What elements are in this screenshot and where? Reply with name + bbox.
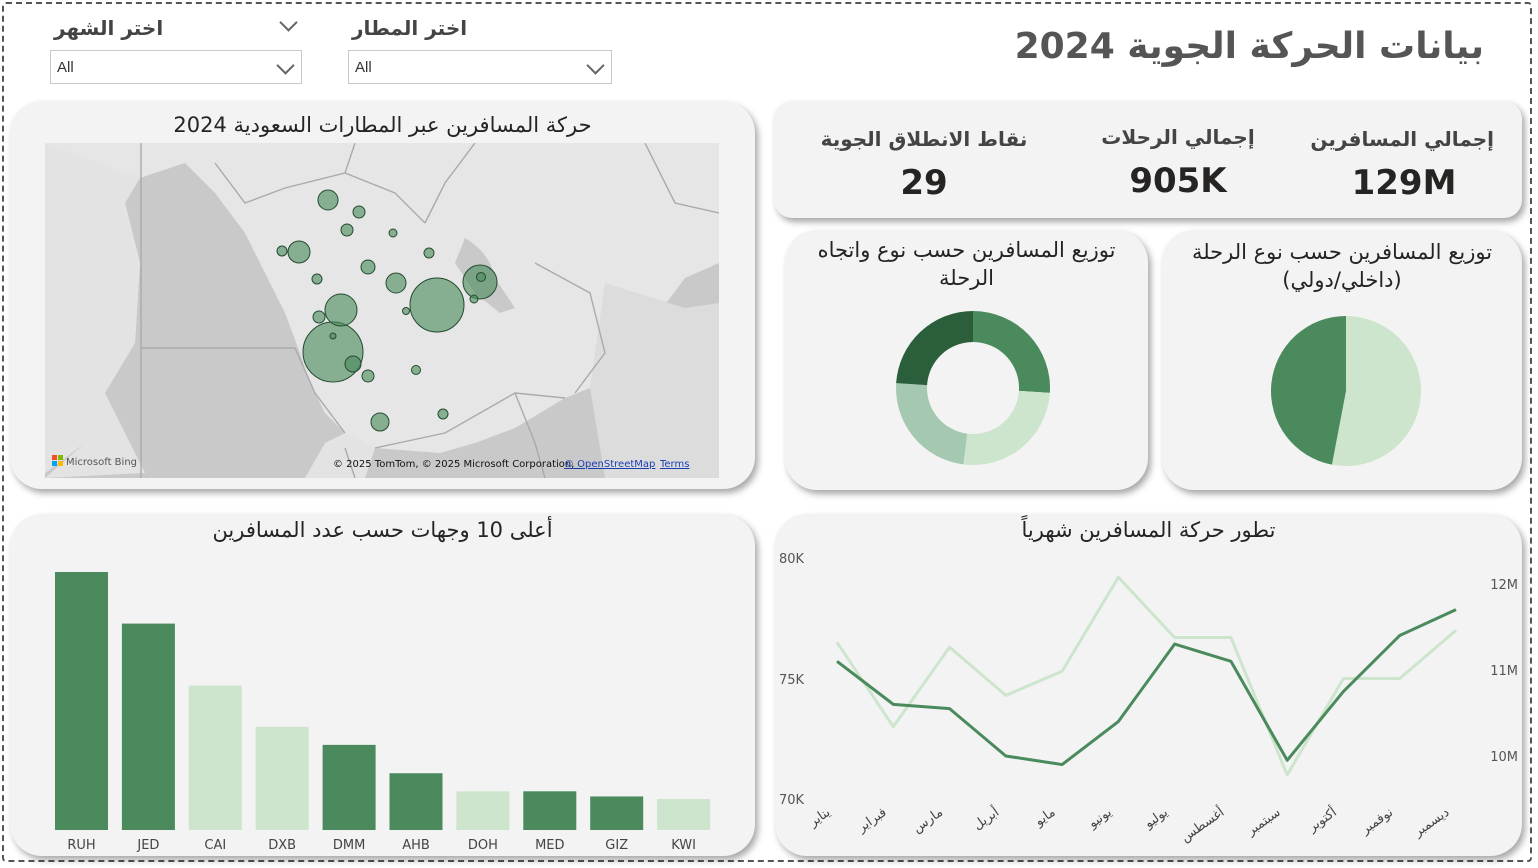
airport-select[interactable]: All [348, 50, 612, 84]
month-select-value: All [57, 59, 74, 76]
left-axis-tick: 70K [779, 793, 805, 808]
bar-tick-label: JED [136, 838, 159, 853]
airport-filter-label: اختر المطار [352, 16, 468, 40]
bar-CAI[interactable] [188, 685, 242, 830]
month-tick-label: مايو [1032, 805, 1059, 830]
month-tick-label: نوفمبر [1358, 805, 1396, 838]
month-tick-label: أغسطس [1177, 803, 1227, 845]
kpi-value-flights: 905K [1129, 161, 1227, 201]
kpi-label-passengers: إجمالي المسافرين [1310, 127, 1494, 151]
kpi-value-passengers: 129M [1351, 163, 1457, 203]
bar-DMM[interactable] [322, 744, 376, 830]
bar-card: أعلى 10 وجهات حسب عدد المسافرين RUH JED CA… [10, 514, 755, 856]
airport-filter[interactable]: اختر المطار All [348, 12, 612, 84]
kpi-card: إجمالي المسافرين 129M إجمالي الرحلات 905… [774, 101, 1522, 218]
pie-slice[interactable] [1271, 316, 1346, 465]
chevron-down-icon[interactable] [279, 13, 298, 32]
bar-RUH[interactable] [55, 572, 108, 830]
month-filter[interactable]: اختر الشهر All [50, 12, 302, 84]
right-axis-tick: 12M [1490, 578, 1518, 593]
line-series-left[interactable] [835, 575, 1457, 777]
right-axis-tick: 10M [1490, 750, 1518, 765]
donut-slice[interactable] [896, 311, 973, 386]
right-axis-tick: 11M [1490, 664, 1518, 679]
month-tick-label: ديسمبر [1410, 805, 1452, 841]
kpi-label-origins: نقاط الانطلاق الجوية [820, 127, 1028, 151]
openstreetmap-link[interactable]: © OpenStreetMap [564, 459, 655, 470]
kpi-value-origins: 29 [900, 163, 948, 203]
left-axis-tick: 80K [779, 552, 805, 567]
donut-slice[interactable] [896, 383, 968, 465]
month-filter-label: اختر الشهر [54, 16, 164, 40]
month-tick-label: أكتوبر [1304, 803, 1340, 835]
bar-tick-label: MED [535, 838, 564, 853]
bar-tick-label: DXB [268, 838, 296, 853]
month-select[interactable]: All [50, 50, 302, 84]
donut-slice[interactable] [963, 390, 1050, 465]
bar-GIZ[interactable] [590, 796, 644, 830]
bar-KWI[interactable] [657, 799, 711, 830]
month-tick-label: يناير [806, 805, 834, 831]
bar-tick-label: AHB [402, 838, 430, 853]
month-tick-label: فبراير [854, 805, 889, 836]
saudi-airports-map[interactable]: Microsoft Bing © 2025 TomTom, © 2025 Mic… [45, 143, 719, 478]
domestic-international-pie-chart[interactable] [1162, 230, 1522, 490]
bar-title: أعلى 10 وجهات حسب عدد المسافرين [212, 518, 553, 542]
pie-title: توزيع المسافرين حسب نوع الرحلة (داخلي/دو… [1191, 240, 1493, 292]
map-attribution: © 2025 TomTom, © 2025 Microsoft Corporat… [333, 459, 574, 470]
chevron-down-icon [586, 56, 605, 75]
type-direction-donut-chart[interactable] [785, 230, 1148, 490]
line-series-right[interactable] [836, 608, 1457, 767]
bar-tick-label: KWI [671, 838, 696, 853]
bar-tick-label: RUH [67, 838, 95, 853]
bar-tick-label: DOH [468, 838, 498, 853]
map-card: حركة المسافرين عبر المطارات السعودية 202… [10, 101, 755, 489]
microsoft-bing-logo [52, 455, 63, 466]
page-title: بيانات الحركة الجوية 2024 [1014, 26, 1484, 67]
bar-DXB[interactable] [255, 726, 309, 830]
pie-slice[interactable] [1331, 316, 1421, 466]
month-tick-label: يونيو [1085, 805, 1115, 832]
donut-title: توزيع المسافرين حسب نوع واتجاه الرحلة [817, 238, 1116, 290]
month-tick-label: يوليو [1141, 805, 1171, 832]
bar-MED[interactable] [523, 791, 577, 830]
monthly-passengers-line-chart[interactable]: 80K 75K 70K 12M 11M 10M يناير فبراير مارس أبريل ما… [775, 514, 1522, 856]
bing-logo-text: Microsoft Bing [66, 457, 137, 468]
bar-tick-label: DMM [333, 838, 365, 853]
month-tick-label: أبريل [970, 803, 1003, 833]
line-card: تطور حركة المسافرين شهرياً 80K 75K 70K 12M 1… [775, 514, 1522, 856]
map-title: حركة المسافرين عبر المطارات السعودية 202… [173, 113, 592, 137]
left-axis-tick: 75K [779, 673, 805, 688]
airport-select-value: All [355, 59, 372, 76]
donut-slice[interactable] [973, 311, 1050, 393]
bar-AHB[interactable] [389, 773, 443, 830]
top-destinations-bar-chart[interactable]: RUH JED CAI DXB DMM AHB DOH MED GIZ KWI [10, 514, 755, 856]
bar-JED[interactable] [121, 623, 175, 830]
month-tick-label: سبتمبر [1243, 805, 1283, 839]
bar-tick-label: GIZ [605, 838, 628, 853]
line-title: تطور حركة المسافرين شهرياً [1021, 518, 1276, 542]
month-tick-label: مارس [910, 805, 946, 836]
bar-tick-label: CAI [204, 838, 226, 853]
chevron-down-icon [276, 56, 295, 75]
donut-card: توزيع المسافرين حسب نوع واتجاه الرحلة [785, 230, 1148, 490]
pie-card: توزيع المسافرين حسب نوع الرحلة (داخلي/دو… [1162, 230, 1522, 490]
kpi-label-flights: إجمالي الرحلات [1101, 125, 1255, 149]
terms-link[interactable]: Terms [659, 459, 689, 470]
bar-DOH[interactable] [456, 791, 510, 830]
